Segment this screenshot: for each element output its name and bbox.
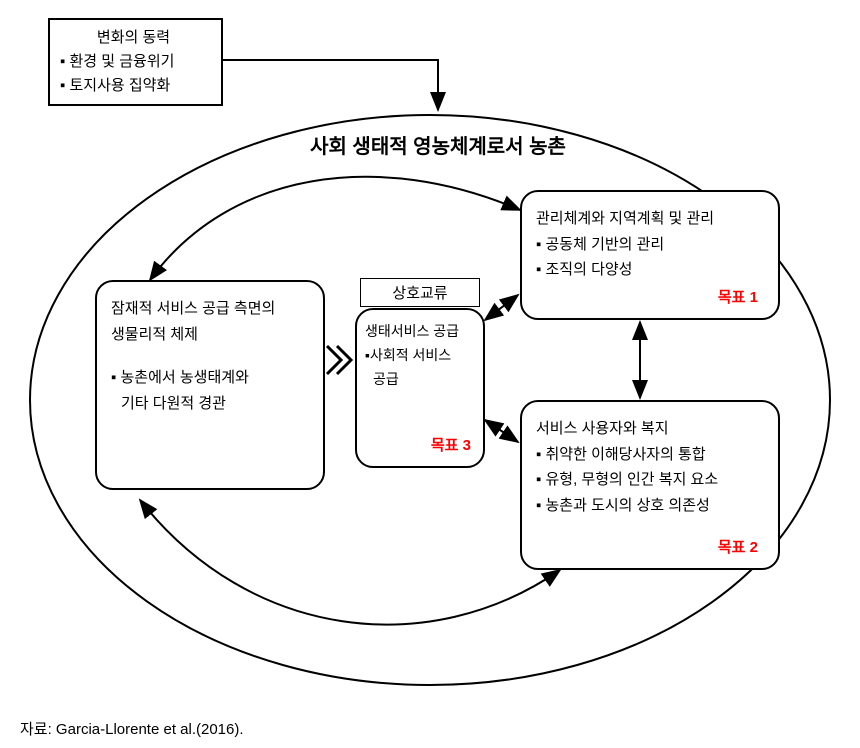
source-citation: 자료: Garcia-Llorente et al.(2016). (20, 718, 244, 739)
node-biophysical-item: 농촌에서 농생태계와 (111, 365, 309, 391)
arrow-feedback-top (150, 177, 520, 280)
node-users: 서비스 사용자와 복지 취약한 이해당사자의 통합 유형, 무형의 인간 복지 … (520, 400, 780, 570)
node-users-item: 취약한 이해당사자의 통합 (536, 442, 764, 468)
main-title: 사회 생태적 영농체계로서 농촌 (278, 130, 598, 159)
node-biophysical-title-line: 생물리적 체제 (111, 322, 309, 348)
node-biophysical: 잠재적 서비스 공급 측면의 생물리적 체제 농촌에서 농생태계와 기타 다원적… (95, 280, 325, 490)
node-biophysical-title-line: 잠재적 서비스 공급 측면의 (111, 296, 309, 322)
node-biophysical-item: 기타 다원적 경관 (111, 391, 309, 417)
node-governance-title: 관리체계와 지역계획 및 관리 (536, 206, 764, 232)
node-governance-item: 공동체 기반의 관리 (536, 232, 764, 258)
driver-title: 변화의 동력 (60, 26, 207, 50)
node-supply: 생태서비스 공급 ▪사회적 서비스 공급 목표 3 (355, 308, 485, 468)
arrow-bio-to-supply (327, 346, 351, 374)
node-governance: 관리체계와 지역계획 및 관리 공동체 기반의 관리 조직의 다양성 목표 1 (520, 190, 780, 320)
arrow-driver-to-ellipse (223, 60, 438, 110)
goal-label-3: 목표 3 (431, 433, 471, 459)
goal-label-2: 목표 2 (718, 535, 758, 561)
node-supply-item: 사회적 서비스 (370, 347, 451, 363)
arrow-supply-gov (485, 295, 518, 320)
driver-box: 변화의 동력 환경 및 금융위기 토지사용 집약화 (48, 18, 223, 106)
exchange-label: 상호교류 (360, 278, 480, 307)
node-users-item: 농촌과 도시의 상호 의존성 (536, 493, 764, 519)
goal-label-1: 목표 1 (718, 285, 758, 311)
arrow-feedback-bottom (140, 500, 560, 625)
node-supply-item: 공급 (365, 368, 475, 392)
driver-item: 토지사용 집약화 (60, 74, 207, 98)
arrow-supply-users (485, 420, 518, 442)
driver-item: 환경 및 금융위기 (60, 50, 207, 74)
node-governance-item: 조직의 다양성 (536, 257, 764, 283)
node-users-title: 서비스 사용자와 복지 (536, 416, 764, 442)
node-supply-title: 생태서비스 공급 (365, 320, 475, 344)
node-users-item: 유형, 무형의 인간 복지 요소 (536, 467, 764, 493)
